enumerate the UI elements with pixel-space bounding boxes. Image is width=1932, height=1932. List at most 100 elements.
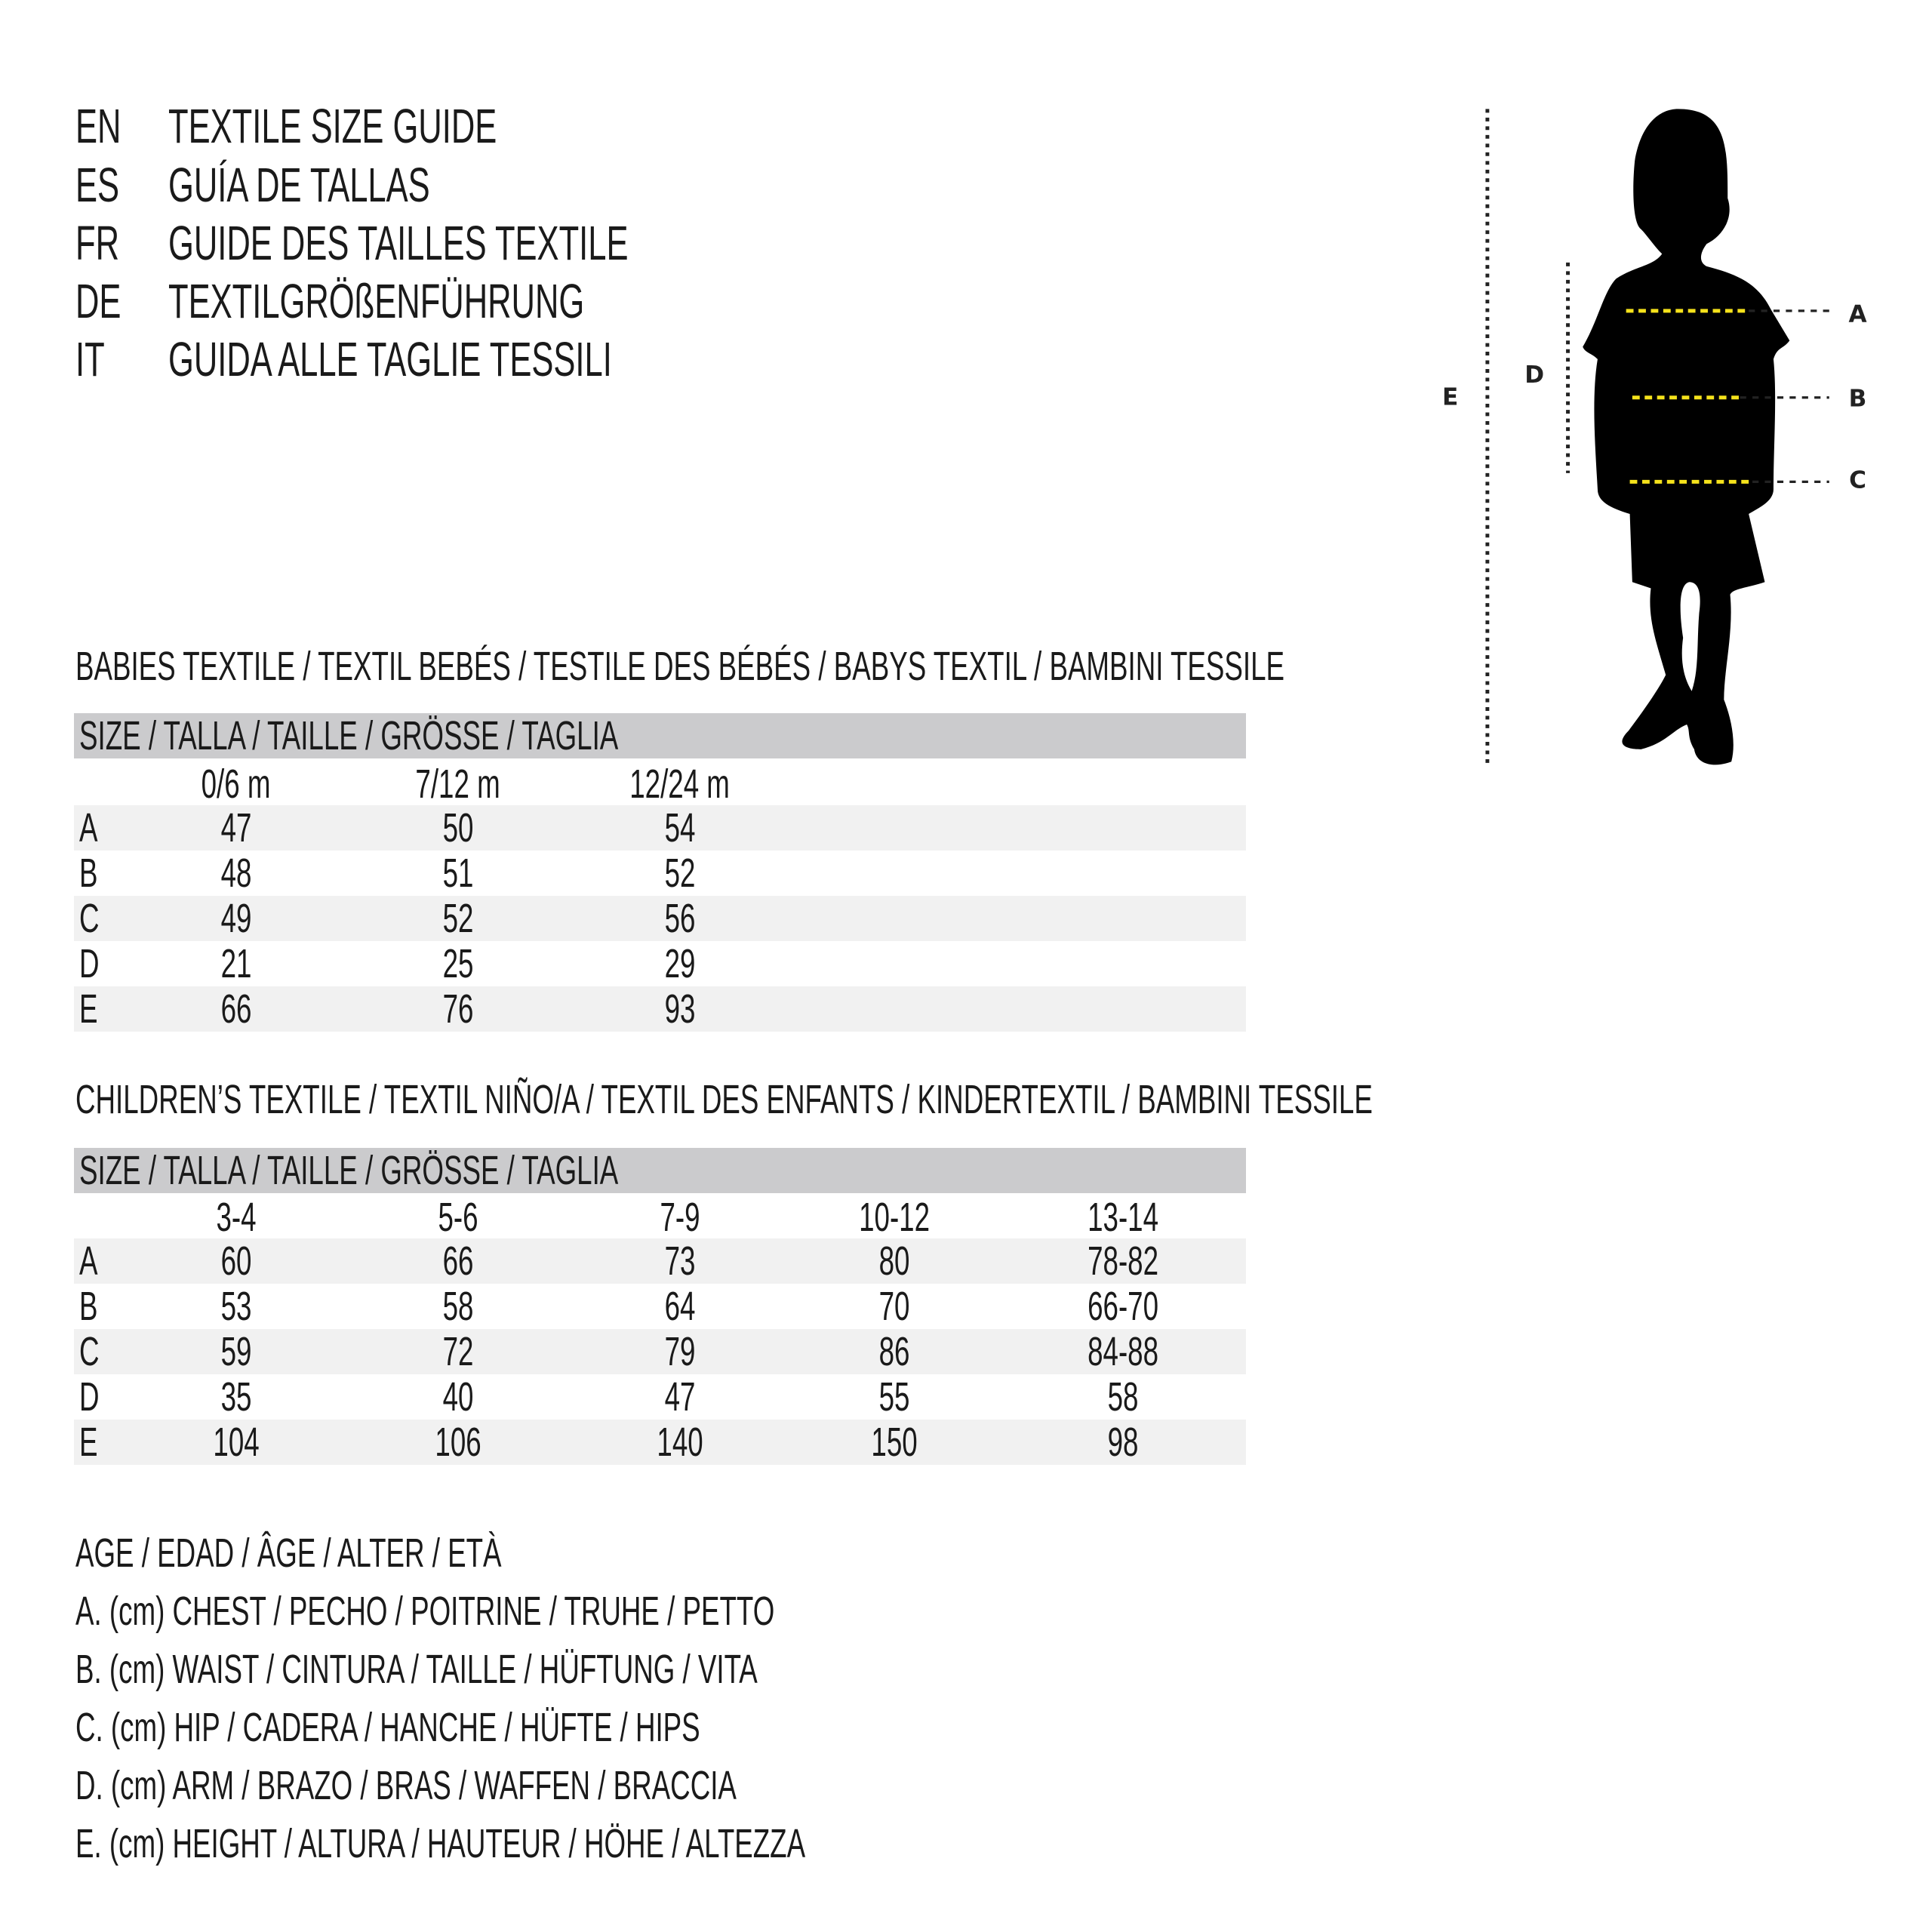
row-label: E xyxy=(79,1420,106,1465)
table-cell-text: 47 xyxy=(220,805,252,851)
size-header-label: SIZE / TALLA / TAILLE / GRÖSSE / TAGLIA xyxy=(79,1144,872,1197)
title-language-code-text: DE xyxy=(75,274,122,328)
table-cell: 35 xyxy=(123,1374,349,1420)
row-label: B xyxy=(79,1284,106,1329)
size-header-label-text: SIZE / TALLA / TAILLE / GRÖSSE / TAGLIA xyxy=(79,1148,619,1193)
table-cell: 47 xyxy=(123,805,349,851)
table-cell: 29 xyxy=(567,941,793,986)
table-cell: 53 xyxy=(123,1284,349,1329)
table-cell: 86 xyxy=(781,1329,1008,1374)
table-cell-text: 51 xyxy=(442,851,474,896)
table-cell-text: 50 xyxy=(442,805,474,851)
title-language-code: ES xyxy=(75,158,140,211)
table-cell: 59 xyxy=(123,1329,349,1374)
table-cell-text: 59 xyxy=(220,1329,252,1374)
table-cell: 56 xyxy=(567,896,793,941)
table-cell: 58 xyxy=(1010,1374,1236,1420)
title-text: GUÍA DE TALLAS xyxy=(168,158,553,211)
size-header-bar: SIZE / TALLA / TAILLE / GRÖSSE / TAGLIA xyxy=(74,713,1246,758)
table-cell: 84-88 xyxy=(1010,1329,1236,1374)
table-cell-text: 58 xyxy=(1107,1374,1139,1420)
row-label: A xyxy=(79,1238,106,1284)
row-label-text: C xyxy=(79,1329,100,1374)
legend-line-text: D. (cm) ARM / BRAZO / BRAS / WAFFEN / BR… xyxy=(75,1763,737,1808)
table-cell-text: 73 xyxy=(664,1238,696,1284)
table-cell: 70 xyxy=(781,1284,1008,1329)
table-cell: 98 xyxy=(1010,1420,1236,1465)
table-row: E 104 106 140 150 98 xyxy=(74,1420,1246,1465)
column-header: 12/24 m xyxy=(567,761,793,807)
size-header-label-text: SIZE / TALLA / TAILLE / GRÖSSE / TAGLIA xyxy=(79,713,619,758)
table-cell-text: 70 xyxy=(878,1284,910,1329)
title-text-text: GUÍA DE TALLAS xyxy=(168,158,430,212)
row-label-text: E xyxy=(79,986,98,1032)
row-label-text: B xyxy=(79,851,98,896)
table-cell: 60 xyxy=(123,1238,349,1284)
legend-line: C. (cm) HIP / CADERA / HANCHE / HÜFTE / … xyxy=(75,1701,994,1754)
child-silhouette-icon xyxy=(1583,109,1790,765)
table-cell-text: 140 xyxy=(657,1420,703,1465)
table-cell: 150 xyxy=(781,1420,1008,1465)
row-label: A xyxy=(79,805,106,851)
table-cell-text: 53 xyxy=(220,1284,252,1329)
label-c: C xyxy=(1849,467,1866,494)
row-label: D xyxy=(79,941,109,986)
row-label: B xyxy=(79,851,106,896)
column-header: 7-9 xyxy=(567,1195,793,1240)
table-cell: 106 xyxy=(345,1420,571,1465)
label-d: D xyxy=(1524,361,1544,389)
table-cell: 54 xyxy=(567,805,793,851)
children-heading: CHILDREN’S TEXTILE / TEXTIL NIÑO/A / TEX… xyxy=(75,1073,1932,1126)
row-label-text: D xyxy=(79,1374,100,1420)
table-cell-text: 98 xyxy=(1107,1420,1139,1465)
table-cell: 47 xyxy=(567,1374,793,1420)
title-language-code: EN xyxy=(75,100,143,152)
legend-line-text: A. (cm) CHEST / PECHO / POITRINE / TRUHE… xyxy=(75,1589,775,1634)
table-cell-text: 49 xyxy=(220,896,252,941)
table-cell: 78-82 xyxy=(1010,1238,1236,1284)
table-cell-text: 72 xyxy=(442,1329,474,1374)
table-cell: 48 xyxy=(123,851,349,896)
column-header-text: 7/12 m xyxy=(415,761,501,807)
column-header: 13-14 xyxy=(1010,1195,1236,1240)
title-language-code-text: ES xyxy=(75,158,120,212)
table-cell-text: 106 xyxy=(435,1420,481,1465)
title-text: TEXTILGRÖßENFÜHRUNG xyxy=(168,275,780,328)
title-text-text: TEXTILGRÖßENFÜHRUNG xyxy=(168,274,585,328)
column-header: 5-6 xyxy=(345,1195,571,1240)
table-cell-text: 52 xyxy=(664,851,696,896)
table-cell: 66 xyxy=(123,986,349,1032)
table-cell: 72 xyxy=(345,1329,571,1374)
title-language-code-text: EN xyxy=(75,99,122,153)
table-cell: 76 xyxy=(345,986,571,1032)
table-cell-text: 55 xyxy=(878,1374,910,1420)
legend-line: B. (cm) WAIST / CINTURA / TAILLE / HÜFTU… xyxy=(75,1643,1078,1696)
title-language-code: DE xyxy=(75,275,143,328)
column-header: 7/12 m xyxy=(345,761,571,807)
table-cell-text: 40 xyxy=(442,1374,474,1420)
table-row: E 66 76 93 xyxy=(74,986,1246,1032)
table-cell: 58 xyxy=(345,1284,571,1329)
row-label: C xyxy=(79,1329,109,1374)
table-cell-text: 54 xyxy=(664,805,696,851)
legend-line-text: B. (cm) WAIST / CINTURA / TAILLE / HÜFTU… xyxy=(75,1647,758,1692)
table-cell-text: 47 xyxy=(664,1374,696,1420)
row-label-text: D xyxy=(79,941,100,986)
table-cell-text: 78-82 xyxy=(1088,1238,1158,1284)
table-cell: 93 xyxy=(567,986,793,1032)
legend-line: A. (cm) CHEST / PECHO / POITRINE / TRUHE… xyxy=(75,1585,1103,1638)
row-label-text: C xyxy=(79,896,100,941)
label-a: A xyxy=(1848,301,1866,328)
table-cell: 21 xyxy=(123,941,349,986)
table-cell-text: 79 xyxy=(664,1329,696,1374)
table-cell-text: 80 xyxy=(878,1238,910,1284)
title-language-code: IT xyxy=(75,333,118,386)
label-e: E xyxy=(1442,384,1458,411)
table-cell-text: 84-88 xyxy=(1088,1329,1158,1374)
table-cell-text: 66-70 xyxy=(1088,1284,1158,1329)
table-cell: 79 xyxy=(567,1329,793,1374)
column-header-text: 12/24 m xyxy=(629,761,731,807)
size-header-bar: SIZE / TALLA / TAILLE / GRÖSSE / TAGLIA xyxy=(74,1148,1246,1193)
table-cell-text: 48 xyxy=(220,851,252,896)
column-header: 0/6 m xyxy=(123,761,349,807)
